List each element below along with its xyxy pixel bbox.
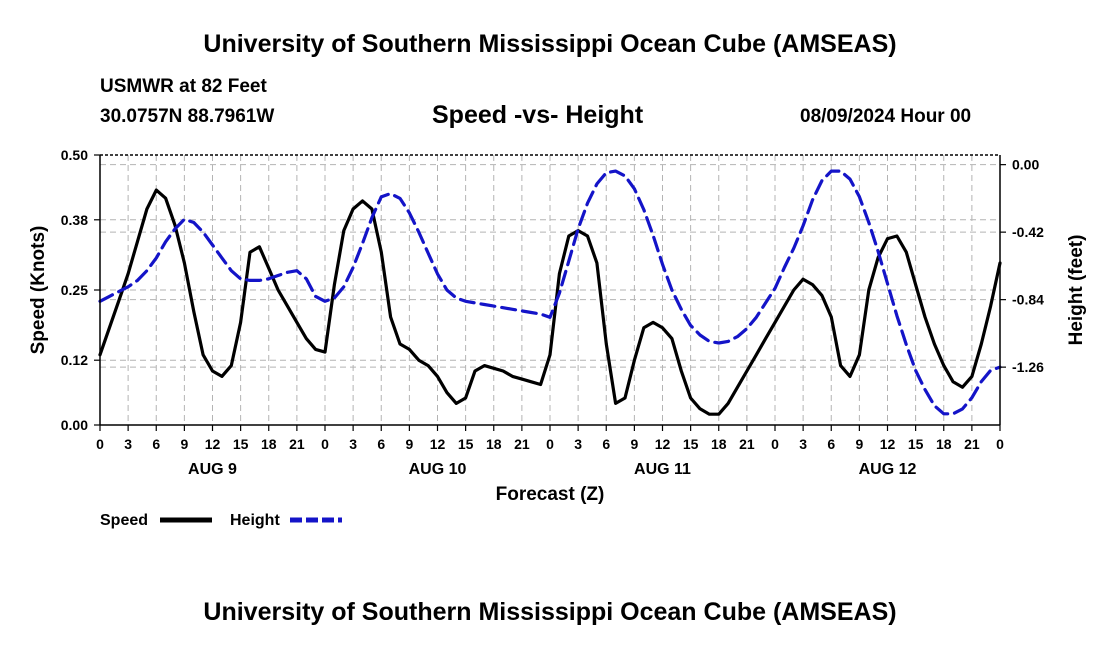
x-tick-label: 0 [996,436,1004,452]
x-tick-label: 0 [771,436,779,452]
x-tick-label: 6 [827,436,835,452]
main-title: University of Southern Mississippi Ocean… [203,30,897,58]
x-tick-label: 6 [377,436,385,452]
y-right-tick-label: -0.84 [1012,292,1044,308]
x-tick-label: 21 [964,436,980,452]
x-tick-label: 3 [349,436,357,452]
y-left-tick-label: 0.12 [61,352,88,368]
x-tick-label: 12 [205,436,221,452]
y-right-tick-label: -1.26 [1012,359,1044,375]
x-tick-label: 0 [96,436,104,452]
x-tick-label: 18 [486,436,502,452]
y-left-tick-label: 0.50 [61,147,88,163]
x-tick-label: 3 [124,436,132,452]
y-left-tick-label: 0.38 [61,212,88,228]
day-label: AUG 12 [859,461,917,478]
footer-title: University of Southern Mississippi Ocean… [203,598,897,626]
x-tick-label: 12 [880,436,896,452]
x-tick-label: 6 [602,436,610,452]
grid-layer [100,155,1000,425]
x-tick-label: 0 [546,436,554,452]
x-tick-label: 9 [405,436,413,452]
y-left-tick-label: 0.00 [61,417,88,433]
axis-layer: 0 3 6 9 12 15 18 21 0 3 6 9 12 15 18 21 0 3 6 9 12 15 18 21 0 3 6 9… [61,147,1044,478]
x-tick-label: 3 [574,436,582,452]
coordinates-label: 30.0757N 88.7961W [100,106,275,127]
date-label: 08/09/2024 Hour 00 [800,106,972,127]
day-label: AUG 11 [634,461,691,478]
series-layer [98,169,1002,416]
legend-label-speed: Speed [100,512,148,529]
y-axis-label-right: Height (feet) [1066,235,1087,346]
x-tick-label: 3 [799,436,807,452]
x-axis-label: Forecast (Z) [496,484,605,505]
chart-title: Speed -vs- Height [432,101,644,129]
y-axis-label-left: Speed (Knots) [28,226,49,355]
speed-series-line [98,188,1002,416]
x-tick-label: 12 [430,436,446,452]
x-tick-label: 18 [936,436,952,452]
legend: Speed Height [100,512,342,529]
y-right-tick-label: 0.00 [1012,157,1039,173]
height-series-line [98,169,1002,416]
y-left-tick-label: 0.25 [61,282,88,298]
x-tick-label: 6 [152,436,160,452]
x-tick-label: 21 [289,436,305,452]
y-right-tick-label: -0.42 [1012,224,1044,240]
x-tick-label: 9 [180,436,188,452]
x-tick-label: 9 [630,436,638,452]
legend-label-height: Height [230,512,280,529]
x-tick-label: 18 [261,436,277,452]
x-tick-label: 15 [233,436,249,452]
x-tick-label: 0 [321,436,329,452]
day-label: AUG 9 [188,461,237,478]
x-tick-label: 21 [739,436,755,452]
x-tick-label: 9 [855,436,863,452]
x-tick-label: 21 [514,436,530,452]
x-tick-label: 12 [655,436,671,452]
day-label: AUG 10 [409,461,467,478]
x-tick-label: 15 [683,436,699,452]
x-tick-label: 15 [908,436,924,452]
x-tick-label: 15 [458,436,474,452]
x-tick-label: 18 [711,436,727,452]
station-label: USMWR at 82 Feet [100,76,267,97]
